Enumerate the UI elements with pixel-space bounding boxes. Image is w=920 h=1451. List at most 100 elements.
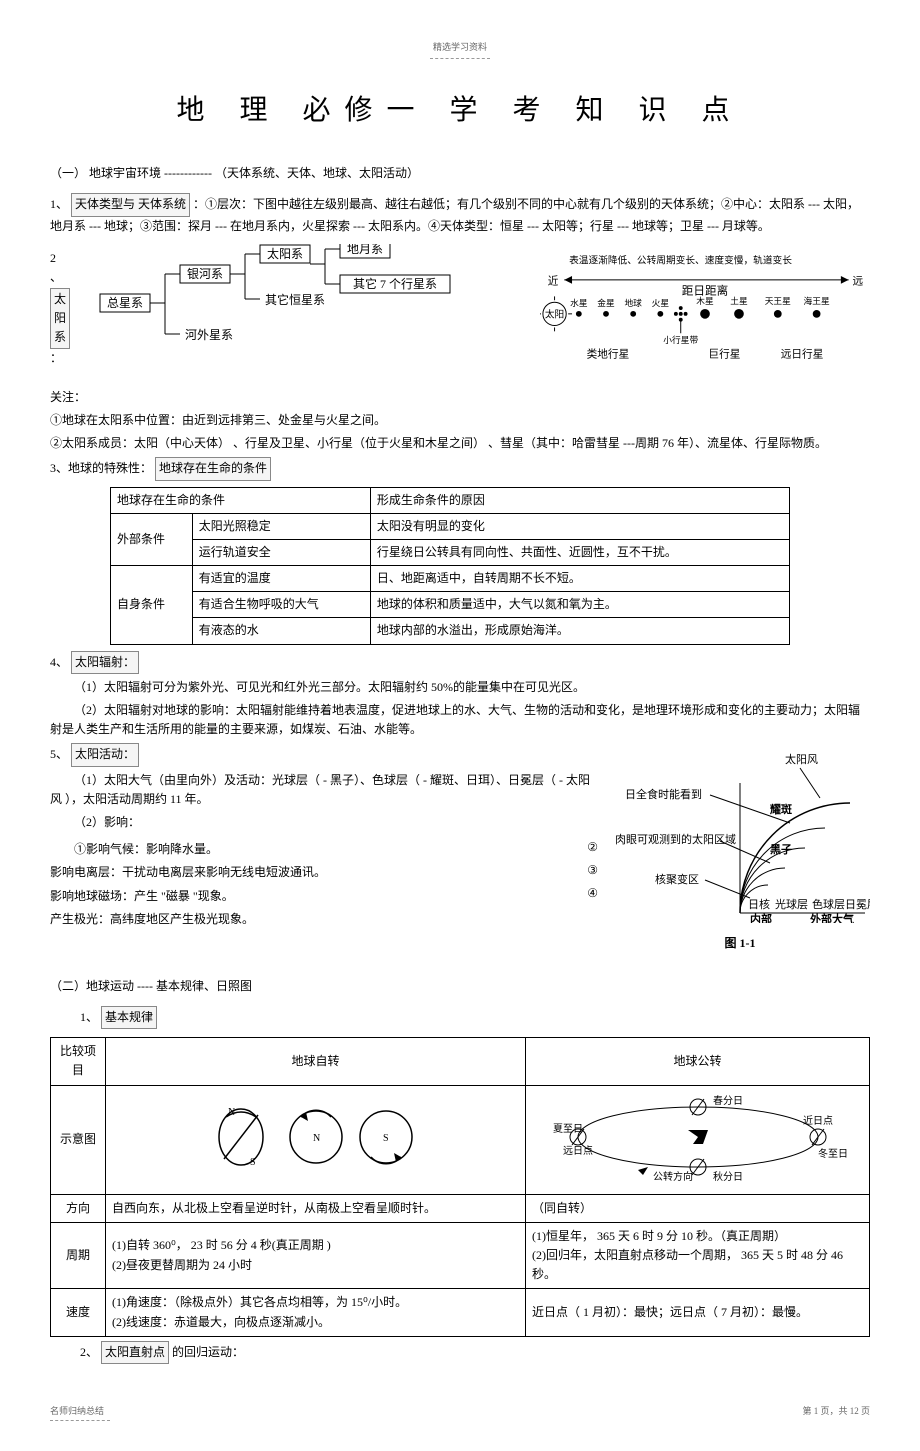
svg-text:近日点: 近日点 — [803, 1114, 833, 1127]
cmp-h2: 地球公转 — [526, 1038, 870, 1085]
attention-1: ①地球在太阳系中位置：由近到远排第三、处金星与火星之间。 — [50, 411, 870, 430]
svg-text:外部大气: 外部大气 — [809, 912, 854, 923]
page-footer: 名师归纳总结 第 1 页，共 12 页 — [50, 1404, 870, 1421]
svg-text:其它 7 个行星系: 其它 7 个行星系 — [353, 276, 437, 291]
attention-label: 关注： — [50, 388, 870, 407]
svg-text:地球: 地球 — [624, 297, 642, 308]
cmp-r2c2: （同自转） — [526, 1194, 870, 1222]
svg-text:N: N — [228, 1107, 235, 1118]
item-4-2: （2）太阳辐射对地球的影响：太阳辐射能维持着地表温度，促进地球上的水、大气、生物… — [50, 701, 870, 739]
footer-divider — [50, 1420, 110, 1421]
svg-text:核聚变区: 核聚变区 — [655, 872, 699, 886]
svg-text:冬至日: 冬至日 — [818, 1147, 848, 1160]
svg-text:金星: 金星 — [597, 297, 615, 308]
cond-r5c2: 地球内部的水溢出，形成原始海洋。 — [370, 618, 789, 644]
sun-structure-figure: 太阳风 日全食时能看到 耀斑 黑子 肉眼可观测到的太阳区域 核聚变区 日核 光球… — [610, 743, 870, 952]
svg-text:太阳: 太阳 — [545, 307, 564, 320]
box-earth-life-conditions: 地球存在生命的条件 — [155, 457, 271, 480]
cmp-r4c2: 近日点（ 1 月初）：最快；远日点（ 7 月初）：最慢。 — [526, 1289, 870, 1336]
cond-ext: 外部条件 — [111, 513, 193, 565]
svg-text:土星: 土星 — [730, 295, 748, 306]
svg-text:远: 远 — [853, 275, 864, 287]
figure-1-1-caption: 图 1-1 — [610, 934, 870, 953]
item-4-1: （1）太阳辐射可分为紫外光、可见光和红外光三部分。太阳辐射约 50%的能量集中在… — [50, 678, 870, 697]
side-circled-nums: ② ③ ④ — [587, 836, 598, 904]
box-solar-activity: 太阳活动： — [71, 743, 139, 766]
num-2-2: 2、 — [80, 1343, 98, 1362]
hierarchy-and-planets-row: 2 、 太阳系： 总星系 银河系 河外星系 太阳系 其它恒星系 地月系 其它 7… — [50, 244, 870, 374]
cond-r2c1: 运行轨道安全 — [192, 539, 370, 565]
svg-text:海王星: 海王星 — [804, 295, 830, 306]
cmp-r3: 周期 — [51, 1222, 106, 1289]
revolution-diagram-cell: 春分日 近日点 冬至日 秋分日 夏至日 远日点 公转方向 — [526, 1085, 870, 1194]
svg-text:火星: 火星 — [652, 298, 670, 308]
cond-r1c2: 太阳没有明显的变化 — [370, 513, 789, 539]
svg-text:内部: 内部 — [750, 912, 772, 923]
cond-r2c2: 行星绕日公转具有同向性、共面性、近圆性，互不干扰。 — [370, 539, 789, 565]
item-5-4: 影响电离层：干扰动电离层来影响无线电短波通讯。 — [50, 863, 583, 882]
footer-right: 第 1 页，共 12 页 — [802, 1404, 870, 1421]
cmp-r1: 示意图 — [51, 1085, 106, 1194]
item-3: 3、地球的特殊性： 地球存在生命的条件 — [50, 457, 870, 480]
top-divider — [430, 58, 490, 59]
section-1-heading: （一） 地球宇宙环境 ------------ （天体系统、天体、地球、太阳活动… — [50, 164, 870, 183]
attention-2: ②太阳系成员：太阳（中心天体） 、行星及卫星、小行星（位于火星和木星之间） 、彗… — [50, 434, 870, 453]
svg-text:木星: 木星 — [696, 295, 714, 306]
cmp-r3c2: (1)恒星年， 365 天 6 时 9 分 10 秒。（真正周期） (2)回归年… — [526, 1222, 870, 1289]
cond-h2: 形成生命条件的原因 — [370, 487, 789, 513]
svg-text:其它恒星系: 其它恒星系 — [265, 292, 325, 307]
svg-text:巨行星: 巨行星 — [708, 347, 740, 360]
item-5-5: 影响地球磁场：产生 "磁暴 "现象。 — [50, 887, 583, 906]
svg-text:肉眼可观测到的太阳区域: 肉眼可观测到的太阳区域 — [615, 832, 736, 846]
svg-text:耀斑: 耀斑 — [770, 802, 792, 816]
cmp-h1: 地球自转 — [106, 1038, 526, 1085]
cond-r3c2: 日、地距离适中，自转周期不长不短。 — [370, 566, 789, 592]
svg-text:色球层: 色球层 — [812, 897, 845, 911]
cond-h1: 地球存在生命的条件 — [111, 487, 371, 513]
num-1: 1、 — [50, 195, 68, 214]
page-title: 地 理 必修一 学 考 知 识 点 — [50, 89, 870, 134]
cond-r5c1: 有液态的水 — [192, 618, 370, 644]
svg-text:小行星带: 小行星带 — [663, 334, 698, 345]
svg-text:S: S — [383, 1133, 389, 1144]
celestial-hierarchy-tree: 总星系 银河系 河外星系 太阳系 其它恒星系 地月系 其它 7 个行星系 — [90, 244, 520, 364]
item-5-6: 产生极光：高纬度地区产生极光现象。 — [50, 910, 583, 929]
cmp-r3c1: (1)自转 360⁰， 23 时 56 分 4 秒(真正周期 ) (2)昼夜更替… — [106, 1222, 526, 1289]
box-subsolar-point: 太阳直射点 — [101, 1341, 169, 1364]
cmp-r4: 速度 — [51, 1289, 106, 1336]
box-solar-system: 太阳系 — [50, 288, 70, 350]
svg-text:表温逐渐降低、公转周期变长、速度变慢，轨道变长: 表温逐渐降低、公转周期变长、速度变慢，轨道变长 — [569, 253, 792, 266]
num-2-1: 1、 — [80, 1008, 98, 1027]
svg-text:公转方向: 公转方向 — [653, 1170, 693, 1182]
num-4: 4、 — [50, 653, 68, 672]
svg-text:N: N — [313, 1133, 320, 1144]
svg-text:日冕层: 日冕层 — [845, 898, 870, 911]
side-num-2: ② — [587, 836, 598, 859]
svg-text:夏至日: 夏至日 — [553, 1123, 583, 1135]
svg-text:日核: 日核 — [748, 897, 770, 911]
svg-text:S: S — [250, 1157, 256, 1168]
top-note: 精选学习资料 — [50, 40, 870, 54]
svg-text:黑子: 黑子 — [770, 843, 792, 856]
cmp-r2c1: 自西向东，从北极上空看呈逆时针，从南极上空看呈顺时针。 — [106, 1194, 526, 1222]
svg-text:光球层: 光球层 — [775, 897, 808, 911]
svg-text:水星: 水星 — [570, 297, 588, 308]
cond-r3c1: 有适宜的温度 — [192, 566, 370, 592]
earth-revolution-diagram: 春分日 近日点 冬至日 秋分日 夏至日 远日点 公转方向 — [548, 1092, 848, 1182]
footer-left: 名师归纳总结 — [50, 1406, 104, 1416]
cmp-r4c1: (1)角速度：（除极点外）其它各点均相等，为 15⁰/小时。 (2)线速度：赤道… — [106, 1289, 526, 1336]
svg-text:总星系: 总星系 — [107, 296, 143, 310]
rotation-diagram-cell: N S N S — [106, 1085, 526, 1194]
svg-text:天王星: 天王星 — [765, 296, 791, 306]
item-5-3: ①影响气候：影响降水量。 — [50, 840, 583, 859]
item-2-2: 2、 太阳直射点 的回归运动： — [80, 1341, 870, 1364]
item-2-1: 1、 基本规律 — [80, 1006, 870, 1029]
earth-rotation-diagram: N S N S — [206, 1097, 426, 1177]
num-2: 2 、 — [50, 249, 70, 287]
cond-self: 自身条件 — [111, 566, 193, 645]
solar-system-planets-diagram: 近 远 表温逐渐降低、公转周期变长、速度变慢，轨道变长 距日距离 太阳 水星 金… — [540, 244, 870, 374]
cond-r1c1: 太阳光照稳定 — [192, 513, 370, 539]
svg-text:日全食时能看到: 日全食时能看到 — [625, 787, 702, 801]
svg-text:河外星系: 河外星系 — [185, 328, 233, 342]
svg-text:远日点: 远日点 — [563, 1145, 593, 1157]
